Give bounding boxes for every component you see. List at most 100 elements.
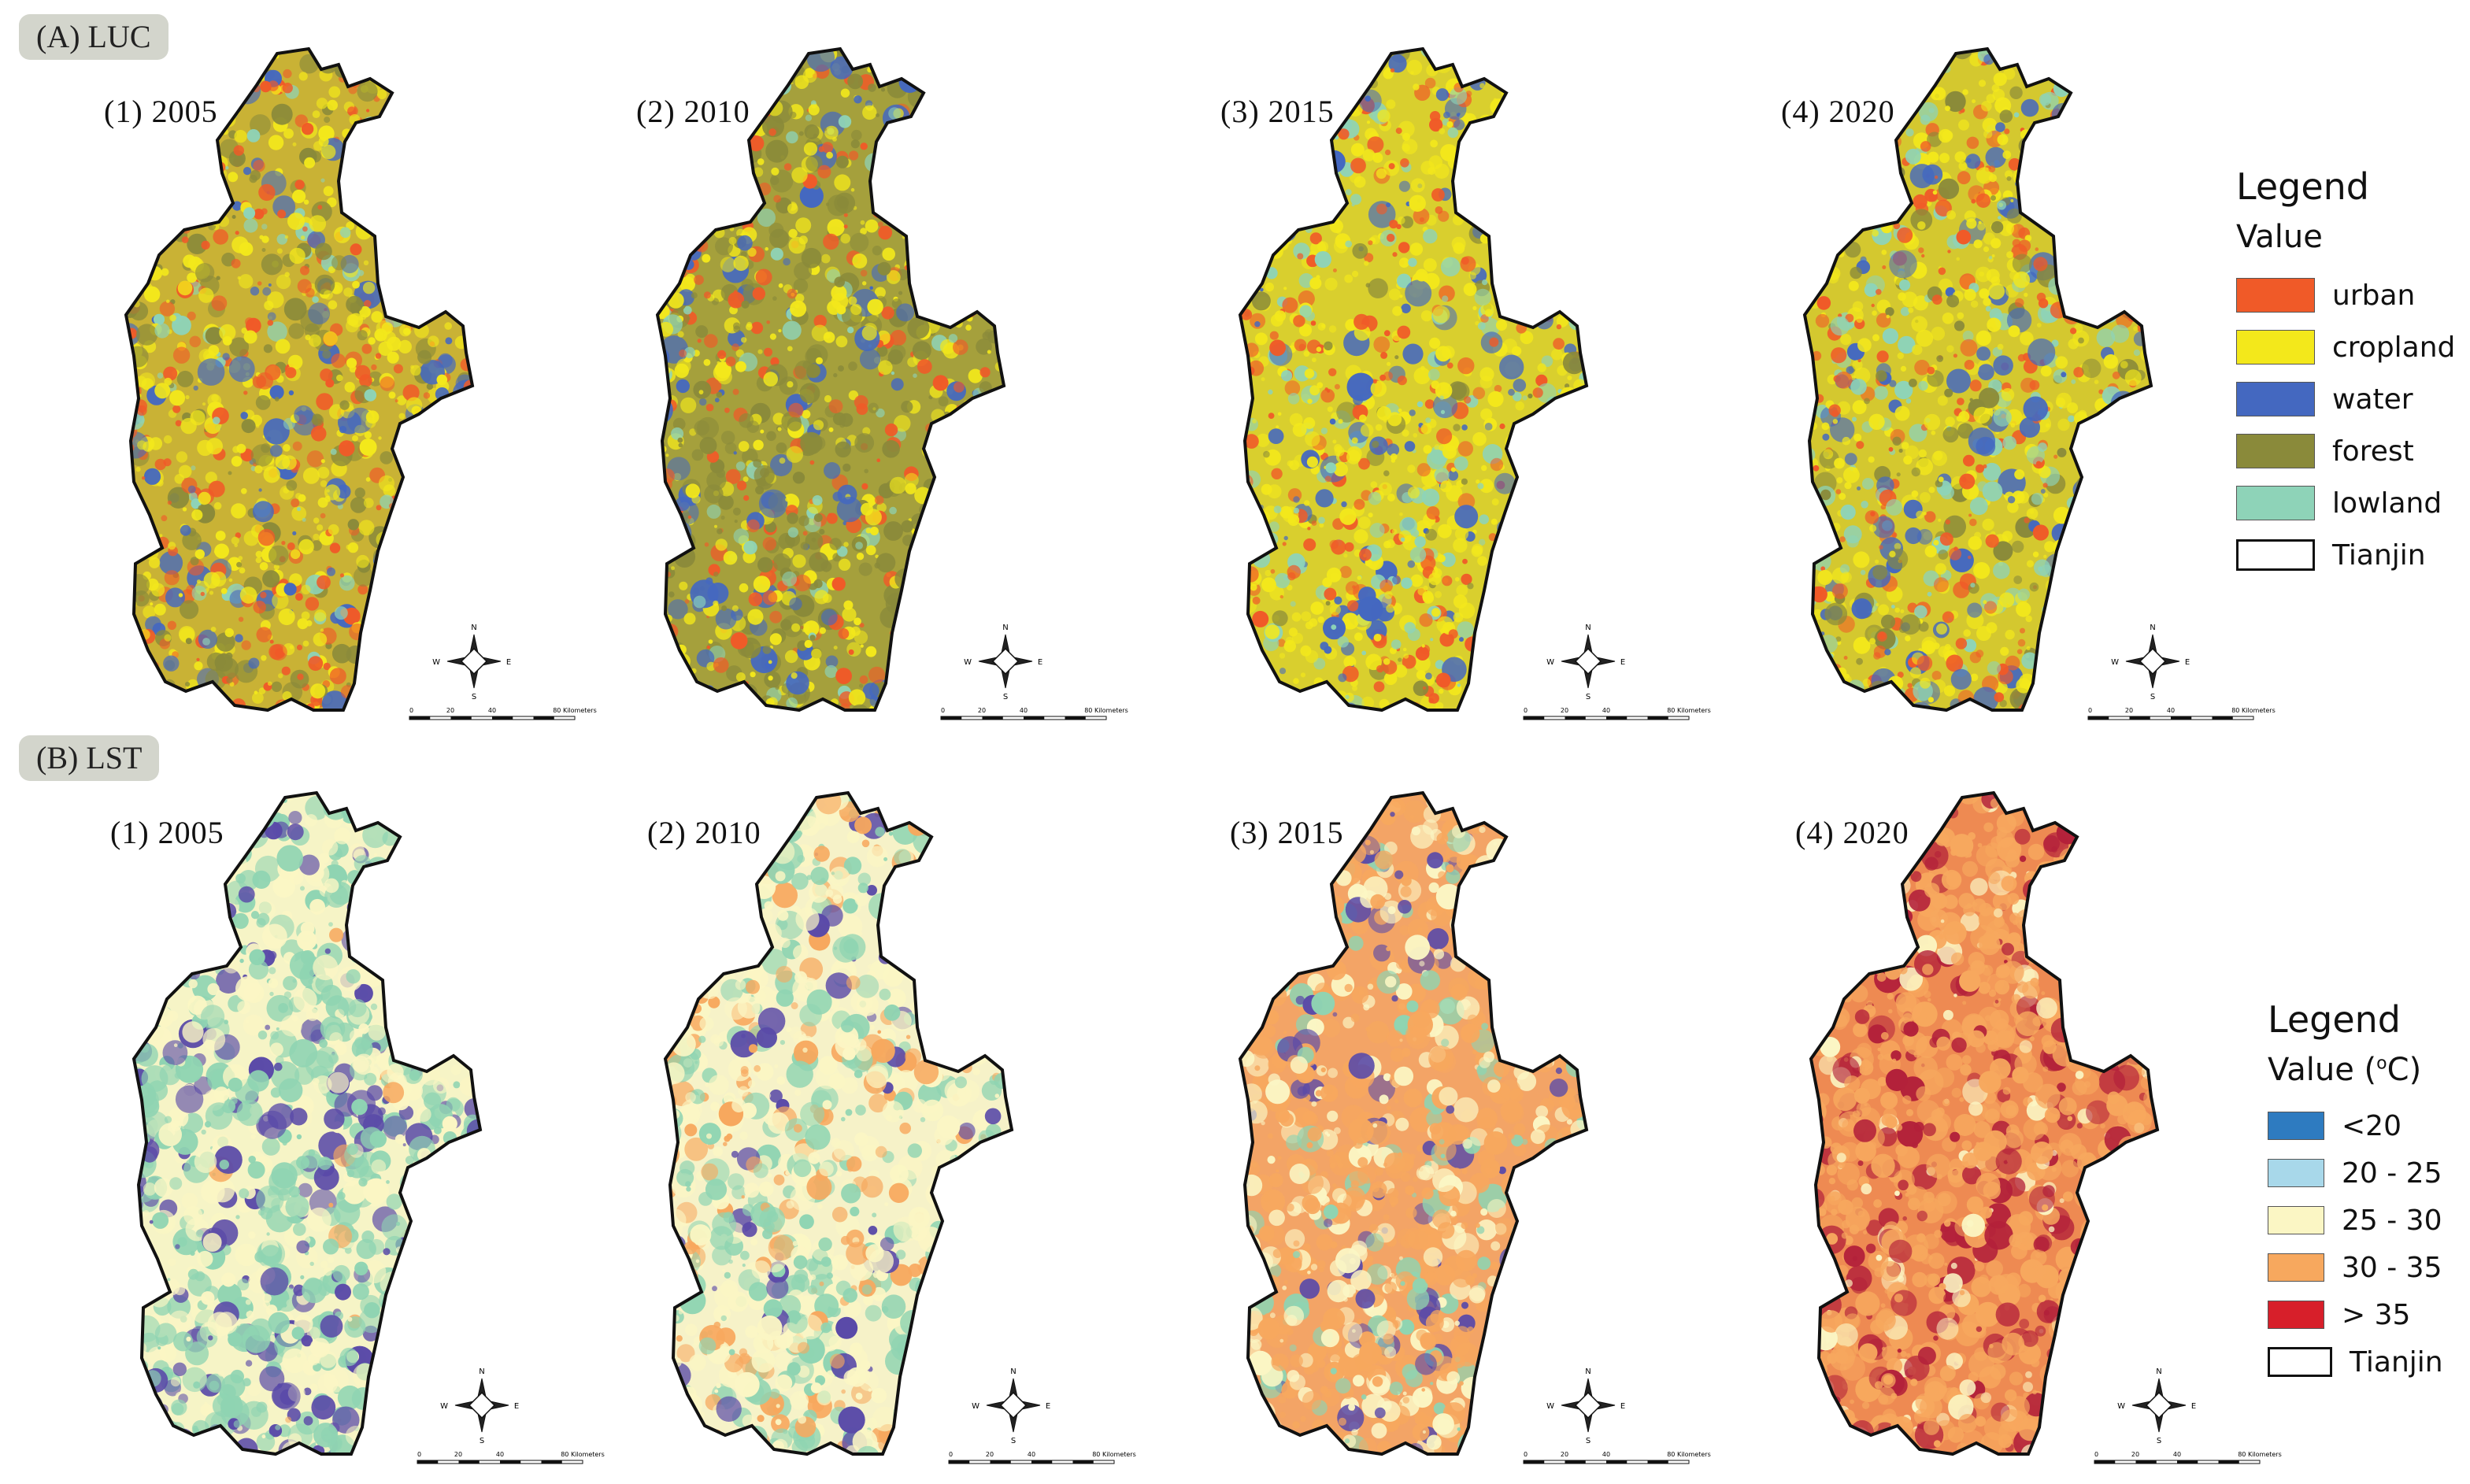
- scale-bar-label: 20: [2131, 1451, 2139, 1458]
- lst-panel-title-3: (3) 2015: [1230, 815, 1344, 850]
- legend-swatch-boundary: [2268, 1347, 2332, 1377]
- legend-swatch-boundary: [2236, 539, 2315, 571]
- tianjin-boundary: [1238, 790, 1589, 1456]
- legend-label: lowland: [2332, 487, 2442, 520]
- lst-panel-title-2: (2) 2010: [647, 815, 761, 850]
- scale-bar: 0 20 40 80 Kilometers: [409, 707, 597, 720]
- north-arrow-label: N: [2150, 624, 2155, 632]
- legend-label: Tianjin: [2332, 538, 2426, 572]
- map-raster: [665, 793, 1012, 1454]
- scale-bar: 0 20 40 80 Kilometers: [417, 1451, 605, 1464]
- map-raster: [657, 49, 1004, 710]
- scale-bar-label: 0: [2088, 707, 2092, 714]
- scale-bar-label: 80 Kilometers: [561, 1451, 605, 1458]
- north-arrow-icon: N S E W: [972, 1367, 1050, 1445]
- tianjin-boundary: [1238, 46, 1589, 712]
- scale-bar-label: 40: [1020, 707, 1028, 714]
- lst-map-2005: N S E W 0 20 40 80 Kilometers: [131, 790, 605, 1464]
- north-arrow-label: W: [972, 1402, 979, 1411]
- north-arrow-label: E: [1038, 658, 1042, 667]
- north-arrow-icon: N S E W: [1546, 1367, 1625, 1445]
- legend-label: 30 - 35: [2342, 1251, 2442, 1284]
- tianjin-boundary: [124, 46, 475, 712]
- map-raster: [1805, 49, 2151, 710]
- scale-bar: 0 20 40 80 Kilometers: [2087, 707, 2276, 720]
- scale-bar-label: 80 Kilometers: [553, 707, 597, 714]
- map-raster: [1811, 793, 2157, 1454]
- scale-bar-label: 80 Kilometers: [1092, 1451, 1136, 1458]
- legend-label: Tianjin: [2350, 1345, 2443, 1379]
- scale-bar-label: 20: [454, 1451, 462, 1458]
- north-arrow-label: N: [479, 1367, 484, 1376]
- legend-swatch: [2268, 1206, 2324, 1234]
- legend-lst-item-gt35: > 35: [2268, 1291, 2443, 1338]
- legend-lst-item-lt20: <20: [2268, 1102, 2443, 1149]
- legend-label: > 35: [2342, 1298, 2411, 1331]
- north-arrow-label: S: [2150, 693, 2155, 701]
- tianjin-boundary: [655, 46, 1006, 712]
- scale-bar-label: 80 Kilometers: [2238, 1451, 2282, 1458]
- luc-panel-title-1: (1) 2005: [104, 94, 218, 129]
- legend-luc-subtitle: Value: [2236, 219, 2323, 255]
- legend-swatch: [2236, 434, 2315, 468]
- scale-bar-label: 80 Kilometers: [2231, 707, 2276, 714]
- north-arrow-label: E: [2185, 658, 2190, 667]
- section-label-lst: (B) LST: [19, 735, 160, 781]
- north-arrow-label: N: [1010, 1367, 1016, 1376]
- legend-label: 20 - 25: [2342, 1156, 2442, 1190]
- legend-swatch: [2268, 1253, 2324, 1282]
- north-arrow-label: S: [1003, 693, 1008, 701]
- north-arrow-icon: N S E W: [2111, 624, 2190, 701]
- legend-label: urban: [2332, 279, 2416, 312]
- luc-map-2010: N S E W 0 20 40 80 Kilometers: [655, 46, 1128, 720]
- north-arrow-label: W: [2111, 658, 2119, 667]
- legend-lst-title: Legend: [2268, 998, 2401, 1041]
- north-arrow-label: S: [1586, 693, 1591, 701]
- tianjin-boundary: [1809, 790, 2160, 1456]
- lst-panel-title-1: (1) 2005: [110, 815, 224, 850]
- scale-bar-label: 20: [446, 707, 454, 714]
- north-arrow-label: E: [1620, 658, 1625, 667]
- north-arrow-label: W: [1546, 658, 1554, 667]
- scale-bar-label: 40: [2167, 707, 2175, 714]
- luc-panel-title-2: (2) 2010: [636, 94, 750, 129]
- north-arrow-icon: N S E W: [440, 1367, 519, 1445]
- luc-panel-title-4: (4) 2020: [1781, 94, 1895, 129]
- legend-swatch: [2236, 330, 2315, 365]
- scale-bar-label: 20: [986, 1451, 994, 1458]
- north-arrow-label: S: [472, 693, 476, 701]
- scale-bar-label: 20: [1561, 707, 1568, 714]
- legend-lst-item-30-35: 30 - 35: [2268, 1244, 2443, 1291]
- legend-lst-subtitle: Value (oC): [2268, 1052, 2422, 1088]
- scale-bar: 0 20 40 80 Kilometers: [948, 1451, 1136, 1464]
- north-arrow-label: S: [1586, 1437, 1591, 1445]
- legend-label: 25 - 30: [2342, 1204, 2442, 1237]
- legend-label: water: [2332, 383, 2413, 416]
- north-arrow-label: S: [2157, 1437, 2161, 1445]
- tianjin-boundary: [131, 790, 483, 1456]
- legend-luc-item-water: water: [2236, 373, 2455, 425]
- scale-bar-label: 40: [496, 1451, 504, 1458]
- north-arrow-label: N: [471, 624, 476, 632]
- scale-bar-label: 40: [1602, 1451, 1610, 1458]
- scale-bar-label: 40: [2173, 1451, 2181, 1458]
- scale-bar-label: 40: [1028, 1451, 1035, 1458]
- north-arrow-label: W: [1546, 1402, 1554, 1411]
- north-arrow-icon: N S E W: [2117, 1367, 2196, 1445]
- map-raster: [134, 793, 480, 1454]
- lst-map-2010: N S E W 0 20 40 80 Kilometers: [663, 790, 1136, 1464]
- section-label-luc: (A) LUC: [19, 14, 168, 60]
- north-arrow-icon: N S E W: [432, 624, 511, 701]
- north-arrow-label: W: [2117, 1402, 2125, 1411]
- luc-map-2020: N S E W 0 20 40 80 Kilometers: [1802, 46, 2276, 720]
- scale-bar: 0 20 40 80 Kilometers: [2094, 1451, 2282, 1464]
- north-arrow-label: E: [514, 1402, 519, 1411]
- north-arrow-label: N: [1585, 624, 1591, 632]
- scale-bar-label: 0: [1524, 1451, 1528, 1458]
- legend-luc: Legend Value urban cropland water forest…: [2236, 165, 2455, 581]
- map-raster: [1240, 49, 1587, 710]
- legend-luc-item-tianjin: Tianjin: [2236, 529, 2455, 581]
- north-arrow-label: W: [964, 658, 972, 667]
- legend-luc-item-urban: urban: [2236, 269, 2455, 321]
- north-arrow-label: N: [1002, 624, 1008, 632]
